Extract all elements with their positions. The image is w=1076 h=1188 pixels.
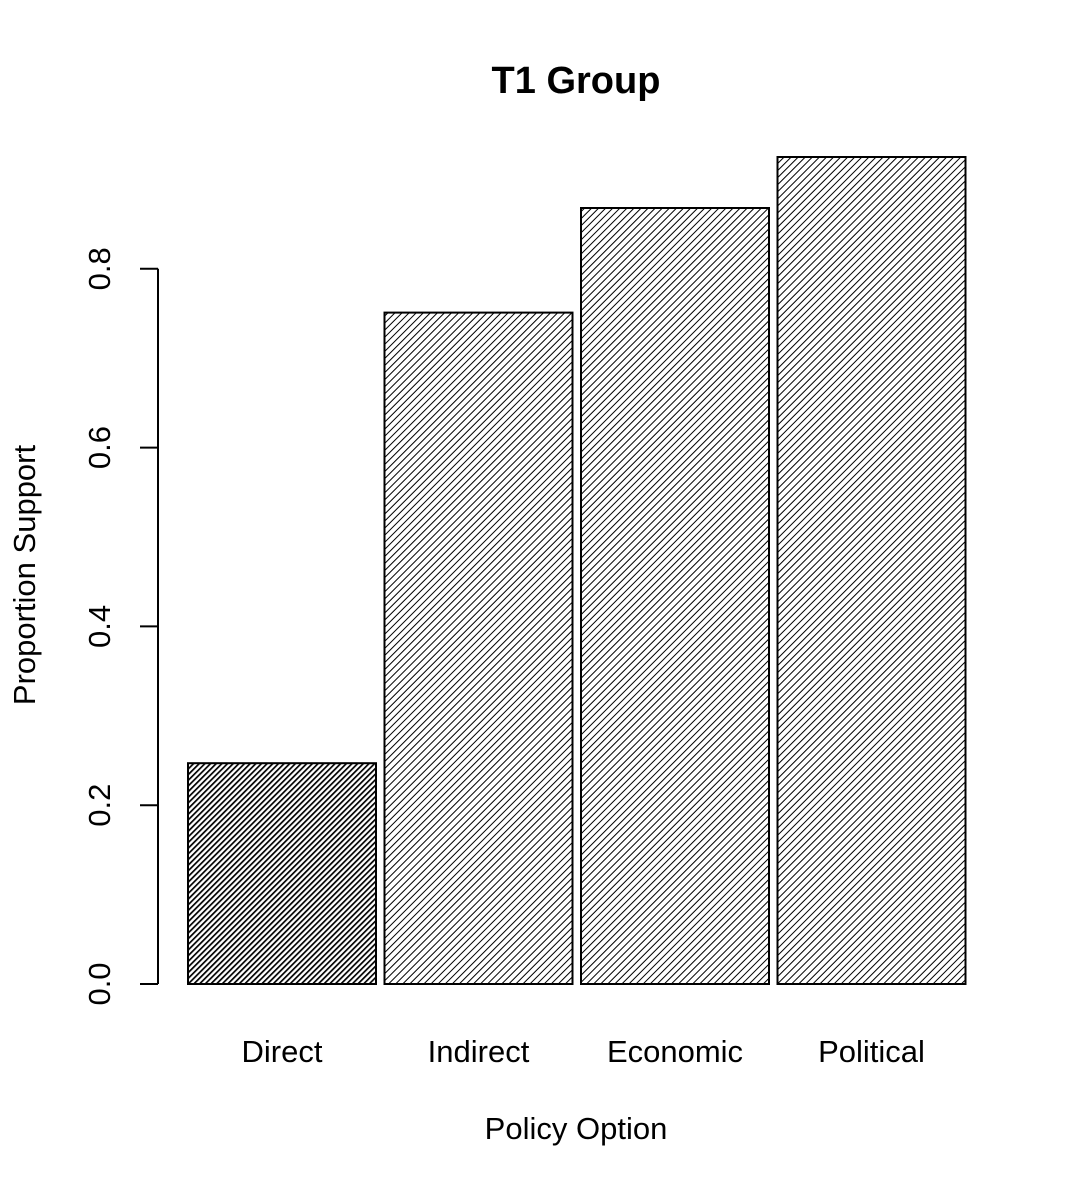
x-tick-label-indirect: Indirect — [428, 1034, 530, 1069]
bar-political — [776, 156, 967, 985]
x-axis-label: Policy Option — [485, 1111, 668, 1146]
bars-group — [187, 156, 967, 986]
bar-economic — [580, 207, 770, 985]
y-tick-label: 0.2 — [82, 784, 117, 827]
bar-direct — [187, 762, 377, 986]
y-axis: 0.0 0.2 0.4 0.6 0.8 — [82, 247, 159, 1006]
y-axis-label: Proportion Support — [7, 445, 42, 706]
x-tick-label-political: Political — [818, 1034, 925, 1069]
y-tick-label: 0.4 — [82, 605, 117, 648]
y-ticks-group: 0.0 0.2 0.4 0.6 0.8 — [82, 247, 158, 1006]
x-tick-label-direct: Direct — [242, 1034, 323, 1069]
chart-title: T1 Group — [492, 60, 661, 102]
x-tick-label-economic: Economic — [607, 1034, 743, 1069]
bar-indirect — [383, 311, 574, 986]
y-tick-label: 0.6 — [82, 426, 117, 469]
x-category-labels: Direct Indirect Economic Political — [242, 1034, 925, 1069]
y-tick-label: 0.8 — [82, 247, 117, 290]
y-tick-label: 0.0 — [82, 962, 117, 1005]
